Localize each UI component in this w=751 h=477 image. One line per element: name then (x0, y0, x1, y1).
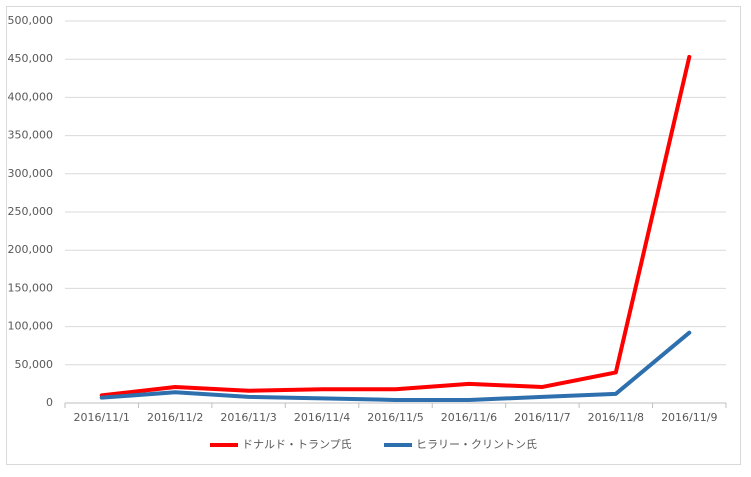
x-tick-label: 2016/11/7 (514, 411, 570, 424)
legend-label: ドナルド・トランプ氏 (242, 438, 352, 451)
x-tick-label: 2016/11/5 (367, 411, 423, 424)
y-tick-label: 200,000 (8, 243, 54, 256)
y-tick-label: 350,000 (8, 129, 54, 142)
y-tick-label: 0 (46, 396, 53, 409)
x-tick-label: 2016/11/3 (220, 411, 276, 424)
y-tick-label: 300,000 (8, 167, 54, 180)
y-tick-label: 500,000 (8, 14, 54, 27)
x-tick-label: 2016/11/4 (294, 411, 350, 424)
x-tick-label: 2016/11/2 (147, 411, 203, 424)
x-tick-label: 2016/11/6 (441, 411, 497, 424)
x-tick-label: 2016/11/8 (588, 411, 644, 424)
x-tick-label: 2016/11/1 (74, 411, 130, 424)
y-tick-label: 250,000 (8, 205, 54, 218)
y-tick-label: 400,000 (8, 90, 54, 103)
legend-label: ヒラリー・クリントン氏 (416, 438, 537, 451)
series-line (99, 54, 692, 398)
x-tick-label: 2016/11/9 (661, 411, 717, 424)
y-tick-label: 450,000 (8, 52, 54, 65)
y-tick-label: 50,000 (15, 358, 54, 371)
y-tick-label: 100,000 (8, 320, 54, 333)
series-line (99, 330, 692, 402)
y-tick-label: 150,000 (8, 281, 54, 294)
